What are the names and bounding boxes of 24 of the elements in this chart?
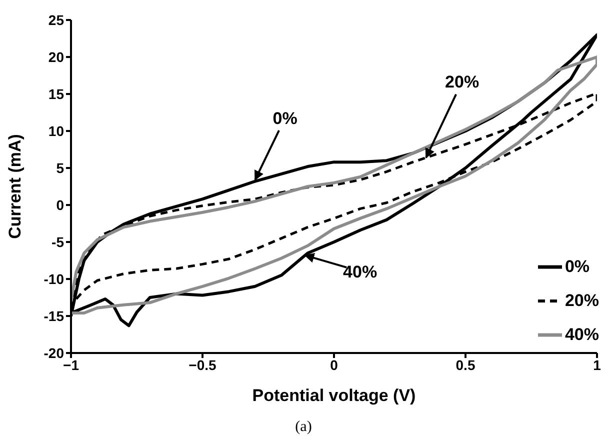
x-tick-label: 0.5 xyxy=(456,356,476,373)
x-axis-title: Potential voltage (V) xyxy=(252,386,416,405)
legend-label: 0% xyxy=(564,257,590,277)
y-tick-label: -10 xyxy=(44,270,64,287)
x-tick-label: 1 xyxy=(593,356,602,373)
y-axis-title: Current (mA) xyxy=(5,134,24,239)
y-tick-label: 10 xyxy=(48,122,64,139)
text: (a) xyxy=(295,419,312,435)
y-tick-label: 0 xyxy=(56,196,64,213)
y-tick-label: 5 xyxy=(56,160,64,176)
x-tick-label: −0.5 xyxy=(188,356,217,373)
legend-label: 20% xyxy=(564,291,599,311)
y-tick-label: -15 xyxy=(44,308,64,324)
y-tick-label: 20 xyxy=(48,48,64,65)
y-tick-label: -5 xyxy=(52,234,64,250)
legend-label: 40% xyxy=(564,325,599,345)
annotation: 40% xyxy=(343,262,378,282)
y-tick-label: 15 xyxy=(48,86,64,102)
x-tick-label: −1 xyxy=(63,356,80,373)
annotation: 0% xyxy=(272,108,298,128)
y-tick-label: 25 xyxy=(48,12,64,28)
y-tick-label: -20 xyxy=(44,344,64,361)
annotation: 20% xyxy=(445,72,480,92)
x-tick-label: 0 xyxy=(330,356,338,373)
